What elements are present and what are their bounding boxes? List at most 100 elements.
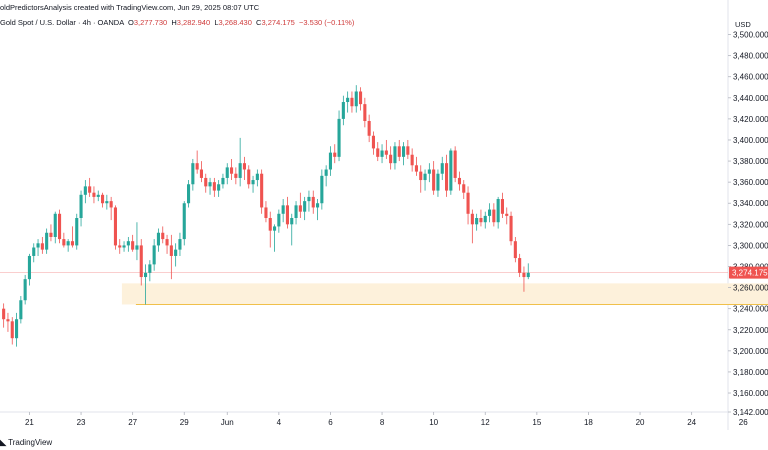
candle (96, 194, 100, 197)
candle (285, 205, 289, 225)
candle (376, 148, 380, 157)
candle (410, 154, 414, 166)
time-tick-label: 26 (739, 418, 748, 427)
candle (113, 207, 117, 246)
candle (105, 201, 109, 204)
candle (500, 199, 504, 214)
candle (225, 167, 229, 178)
candle (273, 226, 277, 231)
candle (449, 150, 453, 191)
candle (208, 182, 212, 187)
candle (307, 196, 311, 202)
time-tick-label: 24 (687, 418, 696, 427)
candle (453, 150, 457, 178)
candle (126, 241, 130, 246)
support-zone (121, 283, 768, 305)
time-tick-label: 10 (429, 418, 438, 427)
candle (462, 184, 466, 193)
candle (230, 167, 234, 174)
candle (479, 218, 483, 223)
candle (10, 321, 14, 339)
candle (445, 163, 449, 191)
candle (199, 169, 203, 178)
candle (488, 209, 492, 216)
candle (92, 192, 96, 197)
candle (397, 146, 401, 157)
time-tick-label: 6 (328, 418, 333, 427)
high-value: 3,282.940 (176, 18, 211, 27)
price-tick-label: 3,460.000 (733, 73, 768, 82)
open-value: 3,277.730 (133, 18, 168, 27)
candle (333, 152, 337, 157)
price-tick-label: 3,160.000 (733, 389, 768, 398)
candle (371, 135, 375, 149)
close-value: 3,274.175 (261, 18, 295, 27)
time-tick-label: Jun (221, 418, 234, 427)
candle (131, 241, 135, 250)
candle (522, 272, 526, 278)
symbol-name: Gold Spot / U.S. Dollar · 4h · OANDA (0, 18, 124, 27)
candle (101, 194, 105, 204)
candle (174, 249, 178, 256)
price-tick-label: 3,180.000 (733, 368, 768, 377)
price-tick-label: 3,200.000 (733, 347, 768, 356)
price-tick-label: 3,480.000 (733, 52, 768, 61)
candle (242, 163, 246, 170)
symbol-info-bar: Gold Spot / U.S. Dollar · 4h · OANDA O3,… (0, 18, 354, 27)
candle (268, 218, 272, 231)
price-tick-label: 3,320.000 (733, 220, 768, 229)
tradingview-logo-icon: ◣ (0, 438, 7, 447)
candle (109, 201, 113, 208)
price-tick-label: 3,440.000 (733, 94, 768, 103)
time-tick-label: 20 (636, 418, 645, 427)
footer-brand: ◣ TradingView (0, 438, 52, 447)
candle (337, 118, 341, 157)
candle (341, 102, 345, 119)
candle (363, 104, 367, 121)
candle (191, 163, 195, 185)
time-tick-label: 15 (532, 418, 541, 427)
candle (165, 239, 169, 246)
time-tick-label: 23 (77, 418, 86, 427)
candle (432, 169, 436, 191)
candle (402, 146, 406, 157)
candle (251, 180, 255, 185)
candle (169, 245, 173, 256)
chart-caption: oldPredictorsAnalysis created with Tradi… (0, 3, 260, 12)
candle (27, 255, 31, 280)
candle (320, 175, 324, 204)
price-tick-label: 3,380.000 (733, 157, 768, 166)
candle (234, 173, 238, 178)
candle (311, 196, 315, 208)
time-tick-label: 8 (380, 418, 385, 427)
candle (457, 177, 461, 185)
candle (118, 245, 122, 248)
price-tick-label: 3,260.000 (733, 284, 768, 293)
candle (144, 272, 148, 278)
brand-name: TradingView (8, 438, 53, 447)
candle (423, 173, 427, 181)
price-tick-label: 3,240.000 (733, 305, 768, 314)
candle (281, 205, 285, 214)
candle (505, 213, 509, 216)
change-value: −3.530 (−0.11%) (299, 18, 355, 27)
candle (195, 163, 199, 170)
candle (15, 319, 19, 339)
candle (513, 241, 517, 259)
candle (483, 215, 487, 223)
candle (518, 258, 522, 273)
candle (32, 247, 36, 256)
candle (406, 146, 410, 155)
price-tick-label: 3,142.000 (733, 408, 768, 417)
candle (255, 173, 259, 181)
candle (277, 213, 281, 227)
candle (492, 209, 496, 223)
price-tick-label: 3,420.000 (733, 115, 768, 124)
high-label: H (171, 18, 177, 27)
candle (526, 272, 530, 278)
candle (83, 186, 87, 195)
candle (440, 163, 444, 174)
candle (419, 171, 423, 181)
candle (346, 97, 350, 103)
